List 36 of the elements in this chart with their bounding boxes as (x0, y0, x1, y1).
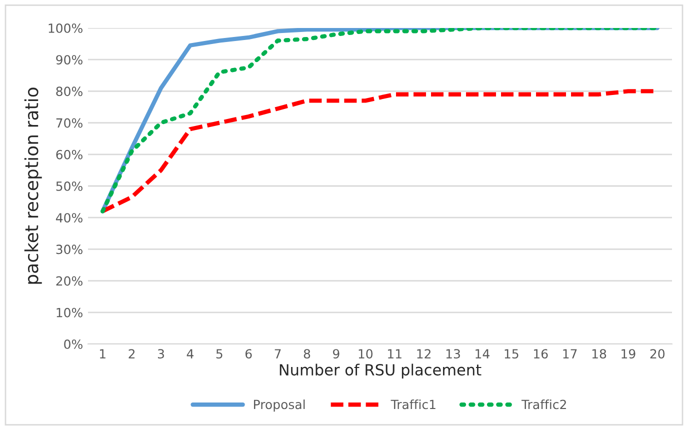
legend-label: Proposal (254, 399, 305, 412)
x-tick-label: 16 (534, 349, 548, 359)
legend-label: Traffic1 (390, 399, 436, 410)
x-tick-label: 1 (100, 349, 106, 358)
y-tick-label: 90% (56, 55, 82, 65)
y-tick-label: 20% (56, 276, 82, 286)
x-tick-label: 5 (216, 349, 222, 359)
y-tick-label: 80% (56, 86, 82, 96)
x-tick-label: 13 (446, 349, 460, 359)
y-tick-label: 50% (56, 181, 82, 191)
x-tick-label: 12 (417, 349, 430, 358)
x-axis-title: Number of RSU placement (280, 364, 482, 379)
x-tick-label: 15 (504, 349, 518, 359)
y-tick-label: 0% (64, 339, 82, 349)
y-tick-label: 60% (56, 150, 82, 160)
x-tick-label: 9 (333, 349, 340, 359)
y-axis-title: packet reception ratio (24, 88, 42, 284)
x-tick-label: 4 (186, 349, 194, 358)
x-tick-label: 20 (650, 349, 665, 359)
x-tick-label: 2 (128, 349, 135, 358)
x-tick-label: 11 (388, 349, 402, 358)
x-tick-label: 8 (304, 349, 310, 359)
legend-label: Traffic2 (521, 399, 566, 410)
y-tick-label: 70% (56, 118, 82, 128)
y-tick-label: 40% (56, 213, 82, 223)
x-tick-label: 14 (476, 349, 490, 358)
y-tick-label: 10% (56, 308, 82, 318)
x-tick-label: 18 (592, 349, 606, 359)
x-tick-label: 19 (622, 349, 636, 359)
x-tick-label: 7 (274, 349, 281, 358)
x-tick-label: 6 (245, 349, 252, 359)
x-tick-label: 17 (563, 349, 577, 358)
y-tick-label: 30% (56, 244, 82, 254)
y-tick-label: 100% (48, 23, 82, 33)
x-tick-label: 3 (158, 349, 164, 359)
x-tick-label: 10 (358, 349, 373, 359)
